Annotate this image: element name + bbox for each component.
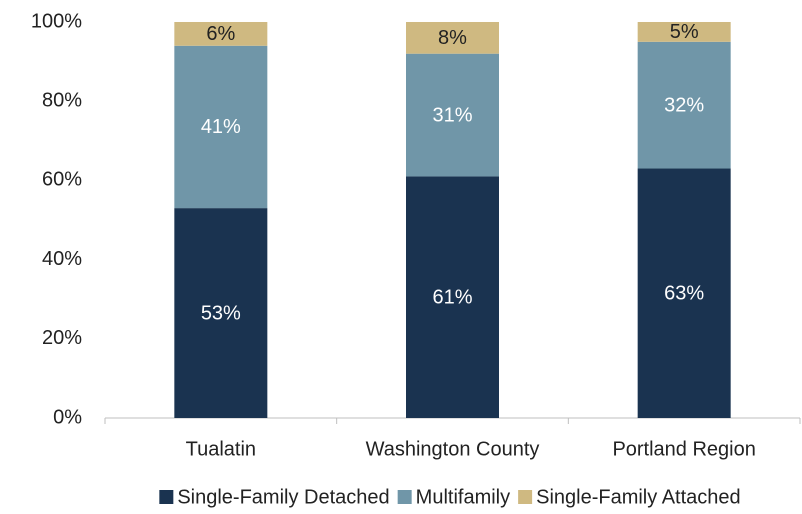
bar-segment: [637, 168, 731, 418]
bar-segment: [406, 176, 499, 418]
data-label: 61%: [432, 287, 472, 309]
bar-segment: [637, 22, 731, 42]
data-label: 53%: [201, 302, 241, 324]
bar-segment: [174, 22, 268, 46]
legend-swatch: [518, 490, 533, 504]
x-tick-label: Tualatin: [186, 438, 256, 460]
y-tick-label: 60%: [42, 169, 82, 191]
bar-segment: [406, 22, 499, 54]
y-tick-label: 40%: [42, 248, 82, 270]
y-tick-label: 0%: [53, 406, 82, 428]
data-label: 41%: [201, 116, 241, 138]
data-label: 5%: [670, 21, 699, 43]
data-label: 31%: [432, 104, 472, 126]
bar-segment: [406, 53, 499, 177]
data-label: 32%: [664, 94, 704, 116]
bar-segment: [637, 41, 731, 169]
legend-label: Multifamily: [416, 486, 510, 508]
legend-swatch: [159, 490, 174, 504]
data-label: 63%: [664, 283, 704, 305]
bar-segment: [174, 208, 268, 418]
data-label: 8%: [438, 27, 467, 49]
x-tick-label: Washington County: [366, 438, 540, 460]
legend-swatch: [397, 490, 412, 504]
legend-label: Single-Family Detached: [177, 486, 389, 508]
legend-label: Single-Family Attached: [536, 486, 741, 508]
bar-segment: [174, 45, 268, 209]
x-tick-label: Portland Region: [612, 438, 755, 460]
y-tick-label: 80%: [42, 89, 82, 111]
y-tick-label: 100%: [31, 10, 82, 32]
data-label: 6%: [206, 23, 235, 45]
y-tick-label: 20%: [42, 327, 82, 349]
